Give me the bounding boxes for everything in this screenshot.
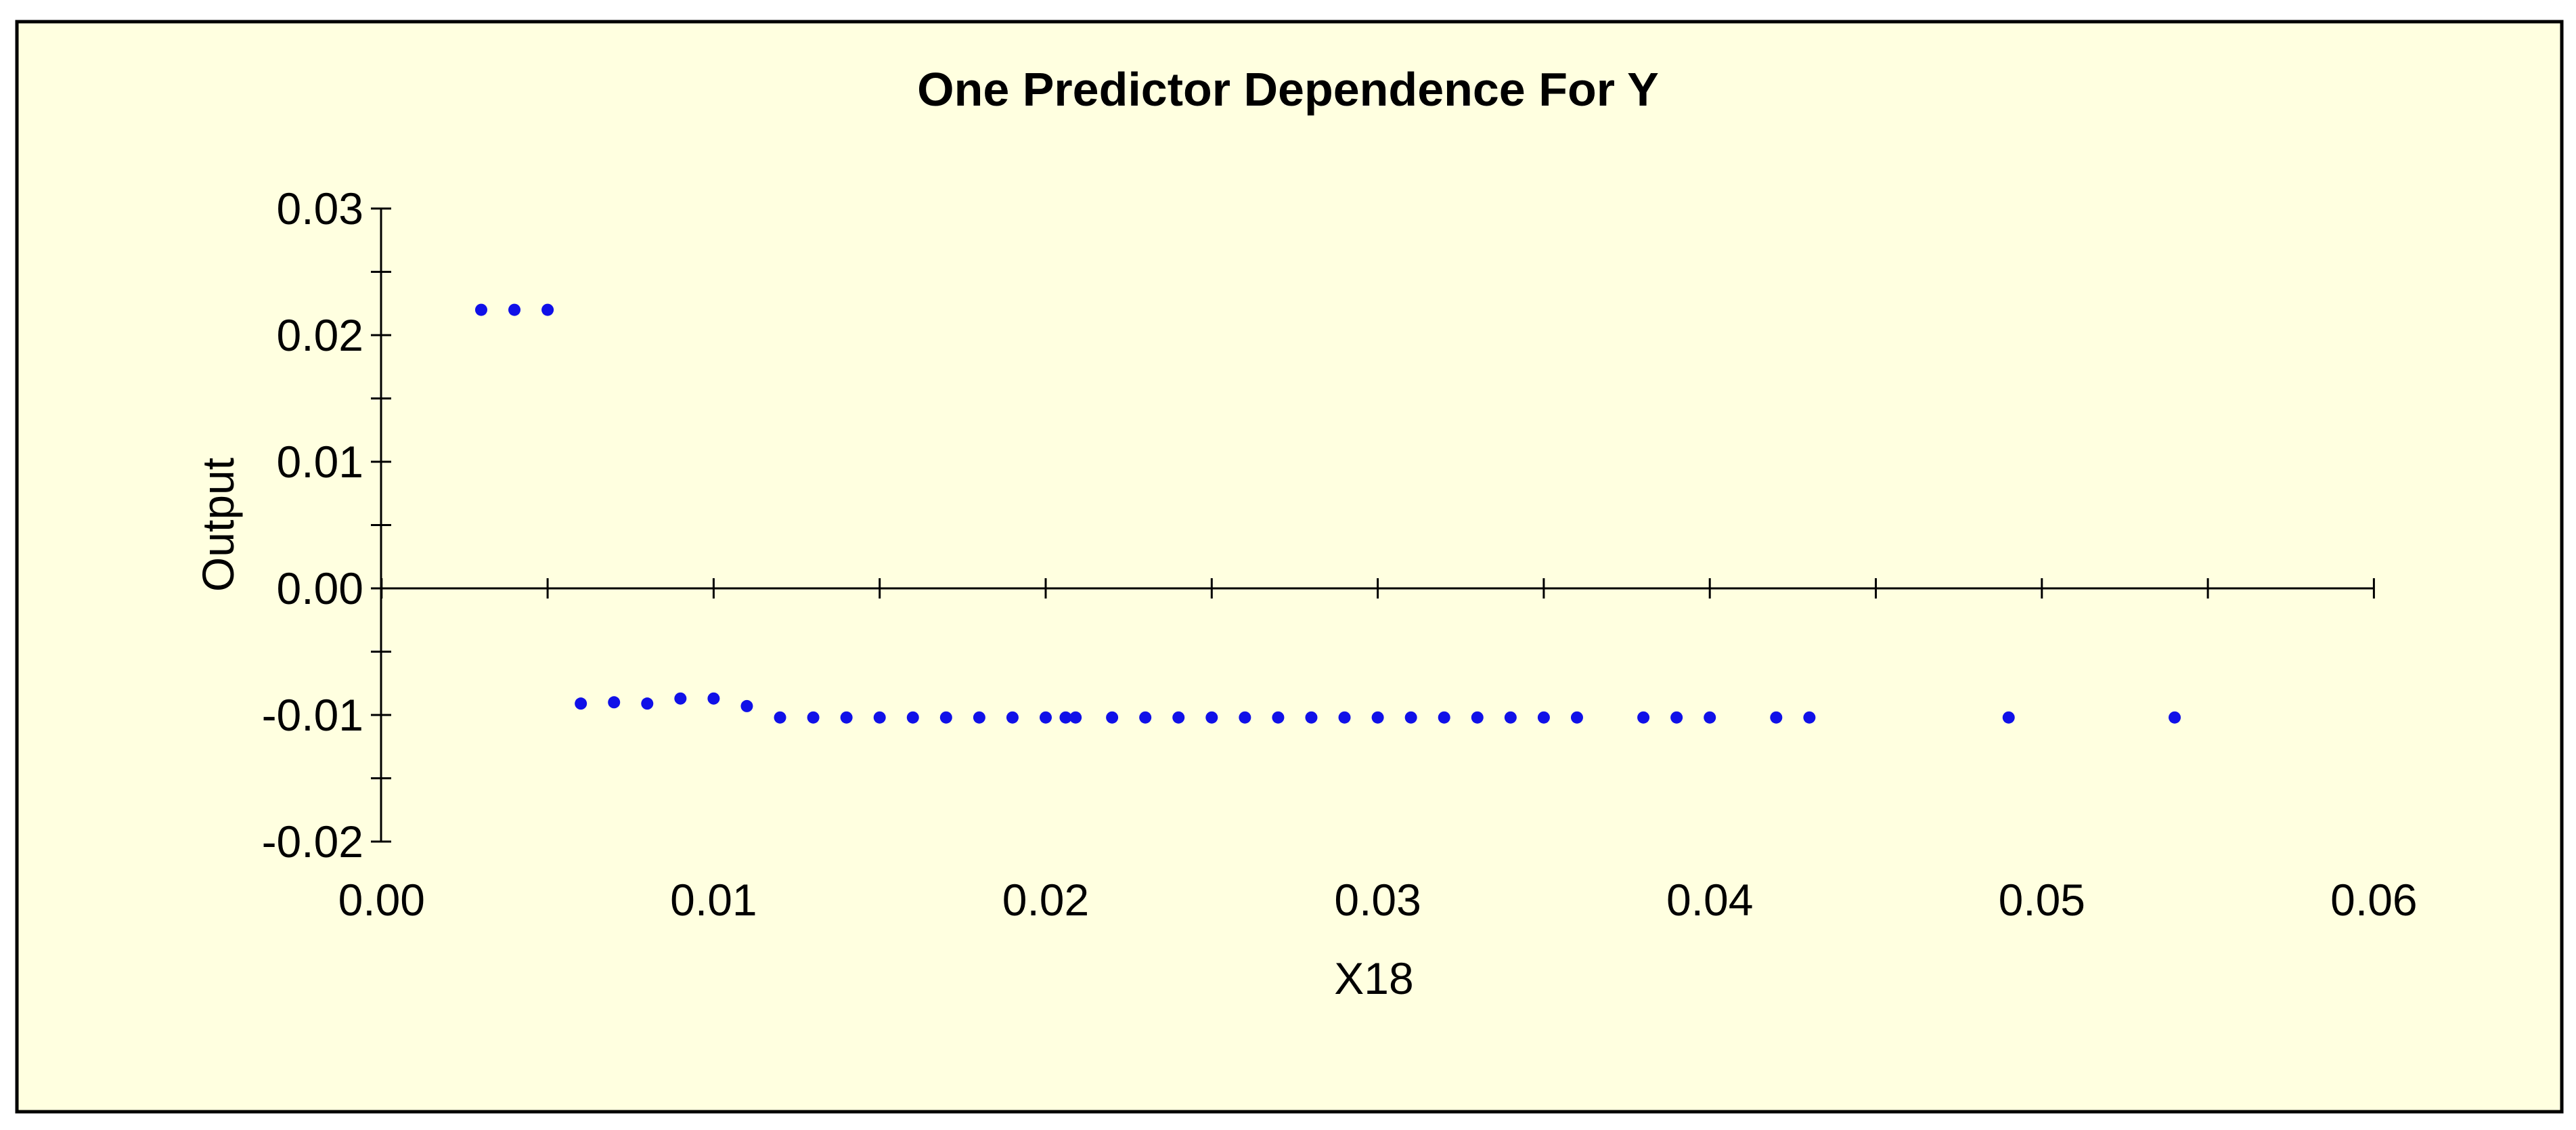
data-point: [508, 303, 521, 316]
x-tick-label: 0.01: [670, 875, 757, 925]
data-point: [873, 711, 886, 724]
data-point: [1272, 711, 1285, 724]
data-point: [1338, 711, 1351, 724]
data-point: [1704, 711, 1716, 724]
y-tick-label: 0.02: [277, 310, 363, 360]
data-point: [1006, 711, 1019, 724]
data-point: [1537, 711, 1550, 724]
data-point: [1069, 711, 1082, 724]
y-axis-title: Output: [193, 458, 243, 592]
data-point: [575, 697, 587, 710]
x-tick-label: 0.00: [338, 875, 425, 925]
data-point: [1670, 711, 1683, 724]
data-point: [1637, 711, 1650, 724]
data-point: [939, 711, 952, 724]
plot-canvas: [15, 20, 2564, 1114]
data-point: [674, 692, 687, 705]
data-point: [1404, 711, 1417, 724]
x-axis-title: X18: [1334, 953, 1413, 1003]
data-point: [840, 711, 853, 724]
data-point: [1172, 711, 1185, 724]
data-point: [1106, 711, 1119, 724]
data-point: [807, 711, 820, 724]
data-point: [541, 303, 554, 316]
y-tick-label: 0.00: [277, 563, 363, 613]
data-point: [1371, 711, 1384, 724]
x-tick-label: 0.03: [1334, 875, 1421, 925]
data-point: [707, 692, 720, 705]
data-point: [1305, 711, 1318, 724]
axes-layer: 0.03 0.02 0.01 0.00 -0.01 -0.02 0.00 0.01 0.02 0.…: [262, 183, 2418, 925]
data-point: [774, 711, 786, 724]
x-tick-label: 0.06: [2330, 875, 2417, 925]
data-point: [1471, 711, 1484, 724]
data-points-layer: [474, 303, 2181, 724]
chart-title: One Predictor Dependence For Y: [917, 63, 1659, 116]
data-point: [641, 697, 654, 710]
data-point: [1803, 711, 1816, 724]
data-point: [2169, 711, 2181, 724]
x-tick-label: 0.05: [1999, 875, 2085, 925]
data-point: [1040, 711, 1052, 724]
y-tick-label: 0.01: [277, 437, 363, 487]
data-point: [1059, 711, 1072, 724]
x-tick-label: 0.02: [1002, 875, 1089, 925]
data-point: [906, 711, 919, 724]
y-tick-label: -0.01: [262, 690, 363, 740]
data-point: [1139, 711, 1152, 724]
data-point: [740, 699, 753, 712]
y-tick-label: 0.03: [277, 183, 363, 234]
data-point: [608, 696, 621, 709]
data-point: [1504, 711, 1517, 724]
data-point: [474, 303, 487, 316]
data-point: [1205, 711, 1218, 724]
data-point: [2002, 711, 2015, 724]
x-tick-label: 0.04: [1666, 875, 1753, 925]
y-tick-label: -0.02: [262, 817, 363, 867]
data-point: [1438, 711, 1450, 724]
data-point: [973, 711, 985, 724]
data-point: [1239, 711, 1251, 724]
data-point: [1570, 711, 1583, 724]
data-point: [1770, 711, 1783, 724]
